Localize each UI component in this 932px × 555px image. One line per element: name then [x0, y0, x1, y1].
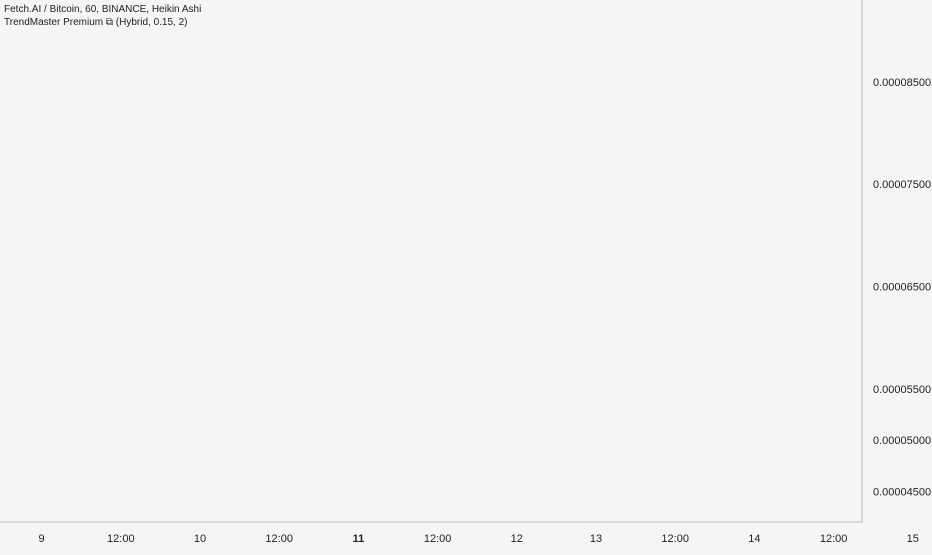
price-tick-label: 0.00006500 [873, 282, 931, 294]
time-tick-label: 11 [353, 533, 365, 545]
symbol-title: Fetch.AI / Bitcoin, 60, BINANCE, Heikin … [4, 4, 202, 15]
time-tick-label: 12:00 [265, 533, 293, 545]
price-tick-label: 0.00005000 [873, 435, 931, 447]
time-tick-label: 12:00 [107, 533, 135, 545]
time-tick-label: 12:00 [661, 533, 689, 545]
indicator-title: TrendMaster Premium ⧉ (Hybrid, 0.15, 2) [4, 17, 188, 28]
time-tick-label: 12:00 [820, 533, 848, 545]
price-tick-label: 0.00005500 [873, 384, 931, 396]
time-tick-label: 12 [511, 533, 523, 545]
price-tick-label: 0.00008500 [873, 77, 931, 89]
time-tick-label: 14 [748, 533, 760, 545]
time-tick-label: 10 [194, 533, 206, 545]
price-axis [862, 0, 932, 550]
time-tick-label: 12:00 [424, 533, 452, 545]
time-tick-label: 9 [39, 533, 45, 545]
price-tick-label: 0.00007500 [873, 179, 931, 191]
time-tick-label: 15 [907, 533, 919, 545]
price-tick-label: 0.00004500 [873, 486, 931, 498]
time-tick-label: 13 [590, 533, 602, 545]
